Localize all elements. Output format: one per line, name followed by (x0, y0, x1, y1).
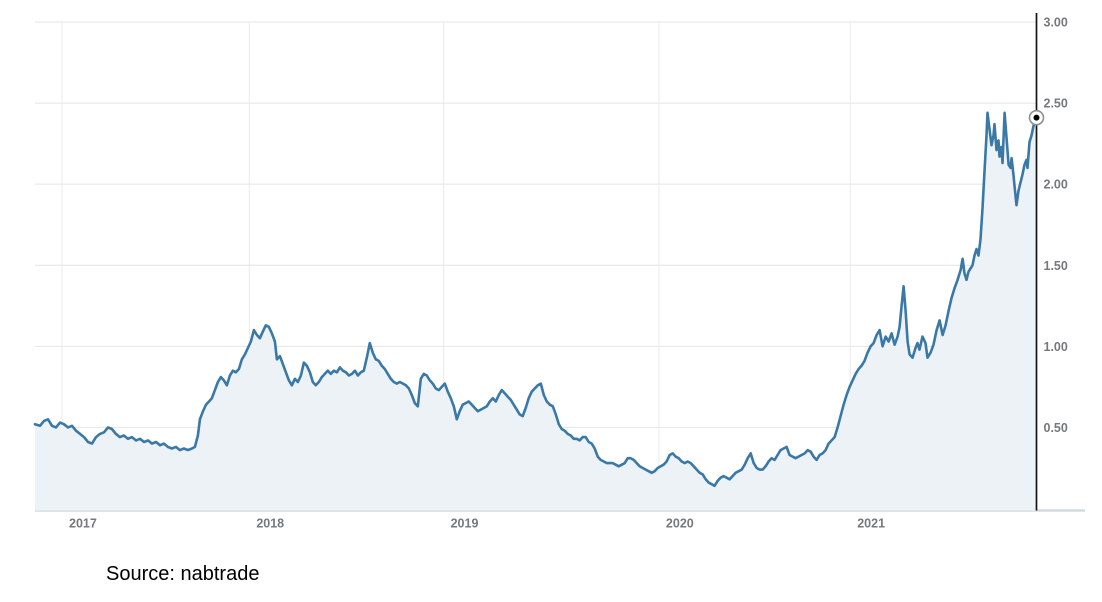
y-axis-tick-label: 1.50 (1044, 259, 1068, 273)
price-area-fill (35, 112, 1037, 511)
y-axis-tick-label: 3.00 (1044, 16, 1068, 30)
y-axis-tick-label: 0.50 (1044, 421, 1068, 435)
x-axis-tick-label: 2021 (857, 517, 885, 531)
x-axis-tick-label: 2017 (69, 517, 97, 531)
y-axis-tick-label: 1.00 (1044, 340, 1068, 354)
x-axis-tick-label: 2020 (666, 517, 694, 531)
x-axis-tick-label: 2019 (451, 517, 479, 531)
source-caption: Source: nabtrade (106, 563, 260, 585)
last-price-marker-dot (1033, 114, 1040, 121)
price-line (33, 111, 1038, 488)
y-axis-tick-label: 2.50 (1044, 97, 1068, 111)
y-axis-tick-label: 2.00 (1044, 178, 1068, 192)
x-axis-tick-label: 2018 (256, 517, 284, 531)
